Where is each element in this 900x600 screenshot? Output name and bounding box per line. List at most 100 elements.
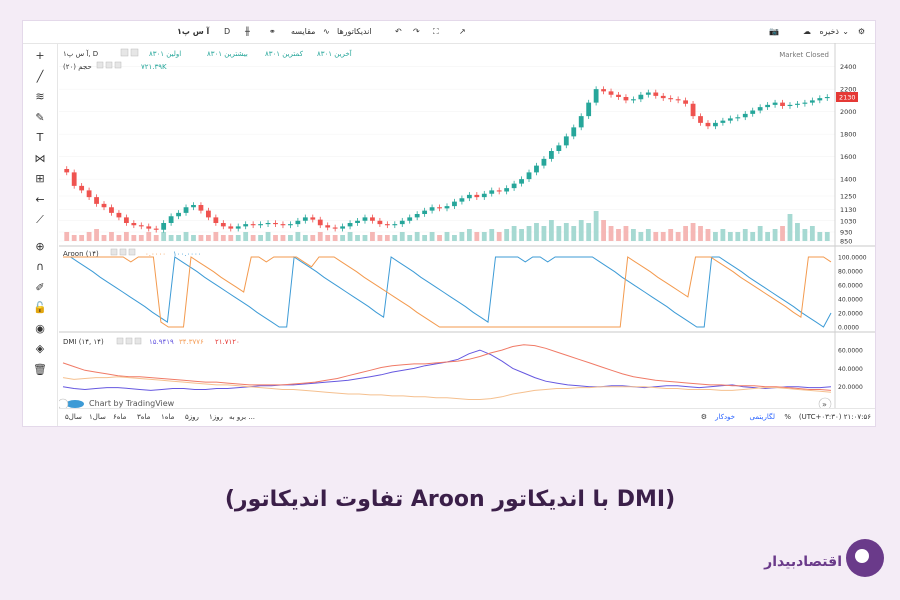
dmi-close-button[interactable] [134, 337, 142, 345]
candle-body[interactable] [638, 94, 644, 100]
candle-body[interactable] [735, 117, 741, 119]
candle-body[interactable] [683, 100, 689, 104]
trend-line-icon[interactable]: ╱ [36, 69, 44, 83]
candle-body[interactable] [593, 89, 599, 103]
symbol-search[interactable]: آ س پ۱ [177, 27, 210, 36]
candle-body[interactable] [496, 190, 502, 192]
legend-eye-button[interactable] [120, 48, 129, 57]
candle-body[interactable] [750, 110, 756, 114]
candle-body[interactable] [534, 165, 539, 173]
candle-body[interactable] [355, 220, 360, 223]
zoom-in-icon[interactable]: ⊕ [35, 239, 45, 253]
candle-body[interactable] [645, 92, 651, 95]
candle-body[interactable] [213, 217, 219, 223]
candle-body[interactable] [205, 210, 211, 218]
candle-body[interactable] [452, 201, 457, 207]
candle-body[interactable] [571, 127, 577, 137]
dmi-settings-button[interactable] [125, 337, 133, 345]
candle-body[interactable] [288, 224, 293, 226]
candle-body[interactable] [258, 224, 263, 226]
redo-icon[interactable]: ↷ [413, 27, 420, 36]
candle-body[interactable] [675, 99, 681, 101]
crosshair-icon[interactable]: + [35, 49, 45, 62]
candle-body[interactable] [392, 224, 398, 226]
candle-body[interactable] [273, 223, 278, 225]
candle-body[interactable] [824, 97, 830, 99]
candle-body[interactable] [698, 116, 703, 123]
chart-area[interactable]: 850 930 1030 1130 1250 1400 1600 1800 2000 2200 24… [57, 43, 875, 426]
arrow-left-icon[interactable]: ← [35, 192, 45, 206]
candle-body[interactable] [459, 198, 465, 202]
indicators-button[interactable]: اندیکاتورها [337, 27, 372, 36]
candle-body[interactable] [742, 113, 748, 118]
minus-di-line[interactable] [62, 376, 832, 400]
candle-body[interactable] [586, 102, 592, 117]
candle-body[interactable] [295, 220, 301, 225]
candle-body[interactable] [444, 206, 450, 209]
dmi-eye-button[interactable] [116, 337, 124, 345]
auto-toggle[interactable]: خودکار [715, 413, 735, 421]
cloud-icon[interactable]: ☁ [803, 27, 811, 36]
lock-drawing-icon[interactable]: ✐ [35, 280, 45, 294]
save-button[interactable]: ذخیره [819, 27, 839, 36]
candle-body[interactable] [608, 91, 614, 95]
candle-body[interactable] [437, 207, 442, 209]
candle-body[interactable] [772, 102, 778, 105]
trash-icon[interactable]: 🗑 [33, 362, 47, 376]
candle-body[interactable] [713, 122, 718, 127]
plus-di-line[interactable] [62, 344, 832, 391]
candle-body[interactable] [347, 223, 353, 227]
undo-icon[interactable]: ↶ [395, 27, 402, 36]
range-button[interactable]: ۶ماه [113, 413, 127, 421]
range-button[interactable]: ۱سال [89, 413, 106, 421]
candle-body[interactable] [660, 95, 666, 99]
candle-body[interactable] [94, 197, 99, 204]
candle-body[interactable] [310, 217, 316, 220]
text-icon[interactable]: T [36, 131, 44, 144]
candle-body[interactable] [780, 102, 785, 106]
candle-body[interactable] [422, 210, 428, 214]
candle-body[interactable] [370, 217, 375, 221]
gear-icon[interactable]: ⚙ [700, 413, 707, 421]
lock-icon[interactable]: 🔓 [33, 301, 47, 314]
candle-body[interactable] [146, 226, 152, 229]
candle-body[interactable] [705, 122, 711, 127]
candle-body[interactable] [653, 92, 659, 96]
candle-body[interactable] [161, 223, 167, 230]
candle-body[interactable] [504, 188, 510, 192]
candle-body[interactable] [399, 220, 405, 225]
external-link-icon[interactable]: ↗ [459, 27, 466, 36]
candle-body[interactable] [176, 212, 181, 217]
candle-body[interactable] [578, 116, 584, 128]
candle-body[interactable] [556, 145, 562, 151]
candle-body[interactable] [235, 226, 241, 229]
candle-body[interactable] [668, 98, 674, 100]
aroon-down-line[interactable] [63, 256, 832, 328]
candle-body[interactable] [631, 99, 636, 101]
volume-legend[interactable]: حجم (۲۰) [63, 63, 92, 71]
candle-body[interactable] [548, 151, 554, 159]
layers-icon[interactable]: ◈ [35, 342, 45, 355]
candle-body[interactable] [86, 190, 92, 198]
candle-body[interactable] [280, 224, 286, 226]
eye-icon[interactable]: ◉ [35, 321, 45, 335]
candle-body[interactable] [183, 207, 189, 213]
scroll-left-button[interactable] [57, 398, 69, 410]
candle-body[interactable] [757, 107, 763, 111]
candle-body[interactable] [265, 223, 271, 225]
adx-line[interactable] [62, 349, 832, 391]
candle-body[interactable] [228, 226, 234, 229]
goto-date-button[interactable]: برو به ... [229, 413, 256, 421]
candle-body[interactable] [384, 224, 390, 226]
candle-body[interactable] [466, 194, 472, 199]
legend-close-button[interactable] [130, 48, 139, 57]
brush-icon[interactable]: ✎ [35, 110, 45, 124]
aroon-up-line[interactable] [63, 256, 832, 328]
candle-body[interactable] [220, 223, 226, 227]
candle-body[interactable] [623, 97, 629, 101]
candle-body[interactable] [802, 102, 808, 104]
candle-body[interactable] [138, 225, 144, 227]
candle-body[interactable] [168, 216, 174, 223]
candle-body[interactable] [809, 100, 815, 103]
candle-body[interactable] [123, 217, 129, 223]
